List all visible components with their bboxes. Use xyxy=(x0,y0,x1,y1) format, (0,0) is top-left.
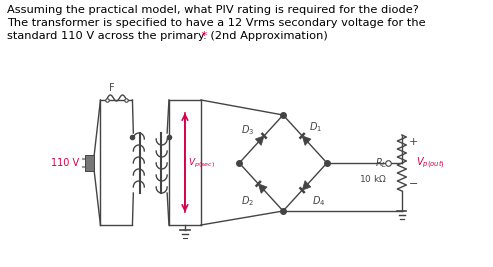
Text: $R_L$: $R_L$ xyxy=(375,156,387,170)
Text: The transformer is specified to have a 12 Vrms secondary voltage for the: The transformer is specified to have a 1… xyxy=(7,18,426,28)
Text: $D_4$: $D_4$ xyxy=(312,194,325,208)
Polygon shape xyxy=(258,184,267,193)
Text: $D_1$: $D_1$ xyxy=(309,120,322,134)
Text: 110 V: 110 V xyxy=(51,158,79,168)
Polygon shape xyxy=(302,136,311,145)
Text: standard 110 V across the primary. (2nd Approximation): standard 110 V across the primary. (2nd … xyxy=(7,31,328,41)
Polygon shape xyxy=(255,136,264,145)
Text: −: − xyxy=(409,179,419,189)
Text: F: F xyxy=(109,83,115,93)
Text: $D_3$: $D_3$ xyxy=(241,123,254,137)
Bar xyxy=(85,155,94,171)
Text: Assuming the practical model, what PIV rating is required for the diode?: Assuming the practical model, what PIV r… xyxy=(7,5,419,15)
Text: $V_{p(sec)}$: $V_{p(sec)}$ xyxy=(188,156,215,170)
Polygon shape xyxy=(302,181,311,190)
Text: $V_{p(out)}$: $V_{p(out)}$ xyxy=(417,155,445,171)
Text: *: * xyxy=(198,31,208,41)
Text: 10 k$\Omega$: 10 k$\Omega$ xyxy=(359,173,387,184)
Text: $D_2$: $D_2$ xyxy=(241,194,254,208)
Text: +: + xyxy=(409,137,419,147)
